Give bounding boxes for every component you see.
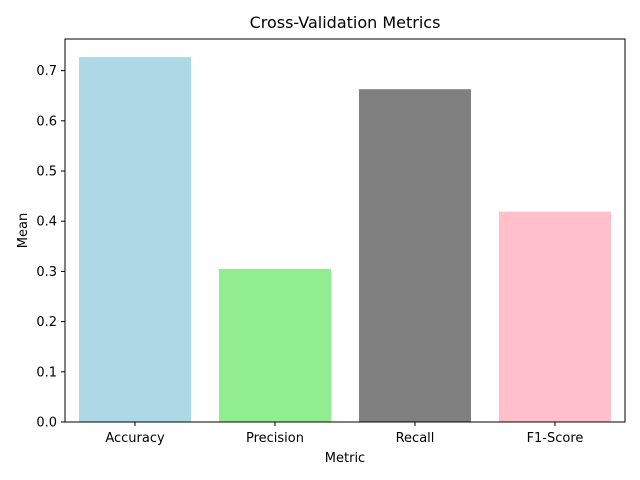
- y-tick-label: 0.4: [36, 215, 57, 230]
- y-tick-label: 0.2: [36, 315, 57, 330]
- x-tick-label: Recall: [396, 431, 435, 446]
- y-tick-label: 0.3: [36, 265, 57, 280]
- x-axis-label: Metric: [325, 451, 365, 466]
- bar-precision: [219, 268, 331, 422]
- bars-group: [79, 57, 611, 423]
- plot-frame: [64, 38, 626, 423]
- y-tick-label: 0.0: [36, 416, 57, 431]
- y-tick-label: 0.5: [36, 165, 57, 180]
- chart-title: Cross-Validation Metrics: [250, 13, 441, 32]
- x-tick-label: Accuracy: [105, 431, 165, 446]
- y-tick-label: 0.6: [36, 114, 57, 129]
- y-axis-label: Mean: [16, 213, 31, 248]
- x-tick-label: F1-Score: [527, 431, 584, 446]
- y-tick-label: 0.7: [36, 64, 57, 79]
- bar-accuracy: [79, 57, 191, 423]
- x-tick-label: Precision: [246, 431, 304, 446]
- y-tick-label: 0.1: [36, 365, 57, 380]
- bar-recall: [359, 89, 471, 422]
- y-axis-ticks: 0.0 0.1 0.2 0.3 0.4 0.5 0.6 0.7: [36, 64, 65, 431]
- bar-f1-score: [499, 211, 611, 422]
- x-axis-ticks: Accuracy Precision Recall F1-Score: [105, 422, 583, 446]
